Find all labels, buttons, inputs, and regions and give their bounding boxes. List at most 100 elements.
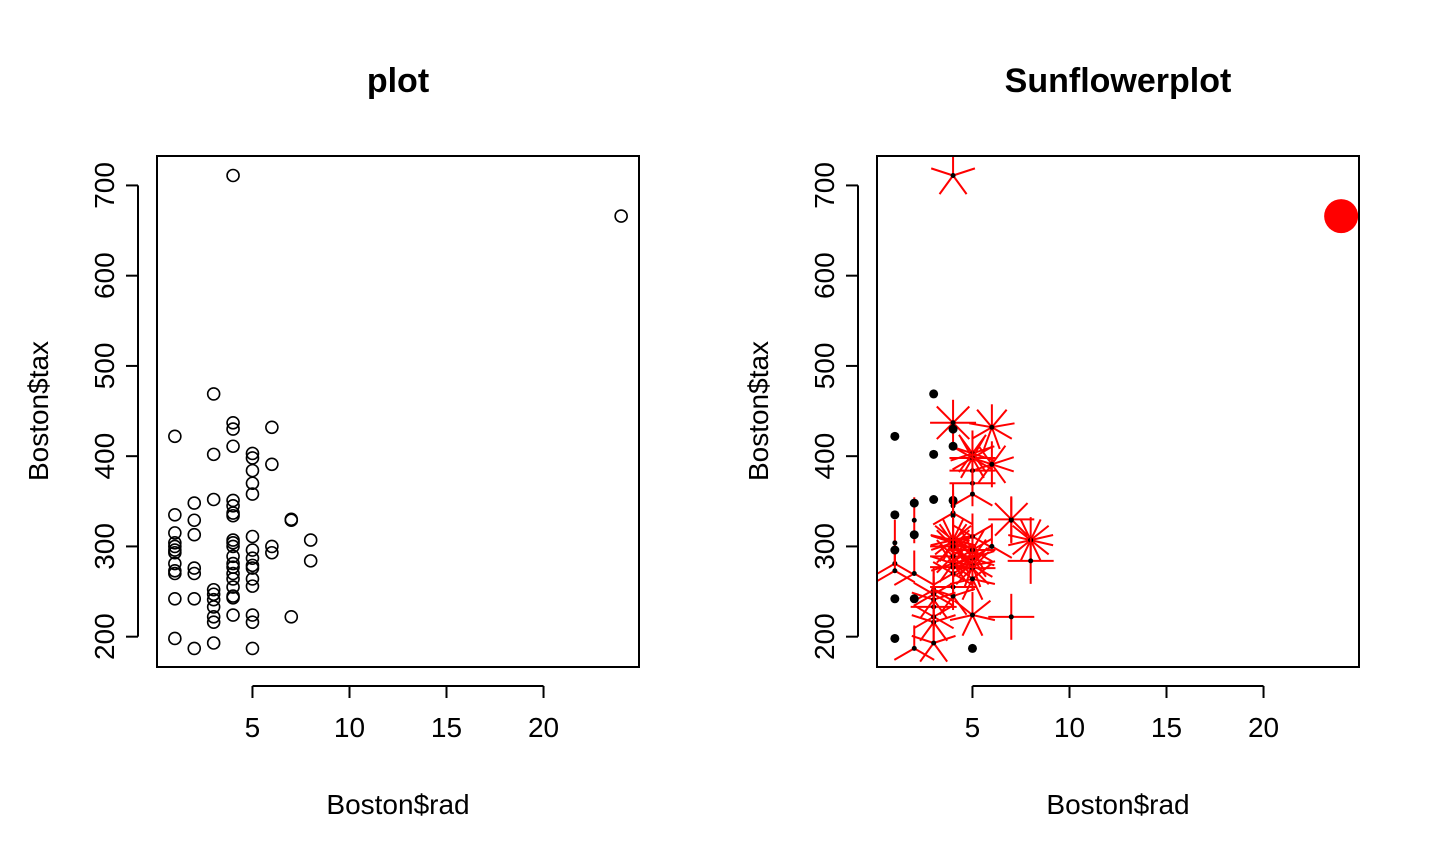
scatter-point xyxy=(206,610,221,624)
sunflower-center xyxy=(948,441,958,451)
x-tick-label: 5 xyxy=(965,712,981,743)
sunflower-petal xyxy=(932,572,954,586)
scatter-point xyxy=(168,429,182,444)
sunflower-petal xyxy=(932,621,948,642)
x-tick-label: 15 xyxy=(1151,712,1182,743)
scatter-point xyxy=(168,545,182,560)
plot-frame xyxy=(876,155,1360,668)
sunflower-petal xyxy=(938,523,954,544)
sunflower-center xyxy=(929,494,939,504)
sunflower-petal xyxy=(971,426,993,440)
scatter-point xyxy=(168,591,182,606)
y-axis-label: Boston$tax xyxy=(743,341,774,481)
sunflower-petal xyxy=(994,502,1012,521)
sunflower-petal xyxy=(972,550,995,560)
sunflower-petal xyxy=(913,647,935,661)
sunflower-center xyxy=(969,576,975,582)
sunflower-dense-disc xyxy=(1324,199,1359,234)
sunflower-petal xyxy=(894,562,916,576)
sunflower-petal xyxy=(932,599,948,619)
sunflower-petal xyxy=(969,422,993,429)
scatter-point xyxy=(226,549,240,564)
scatter-point xyxy=(245,615,260,630)
sunflower-petal xyxy=(991,463,1015,473)
scatter-point xyxy=(206,615,221,630)
sunflower-center xyxy=(1028,558,1034,564)
x-tick-label: 20 xyxy=(528,712,559,743)
sunflower-petal xyxy=(1030,539,1054,547)
sunflower-center xyxy=(909,498,919,508)
sunflower-petal xyxy=(913,581,935,596)
sunflower-center xyxy=(969,612,975,618)
sunflower-petal xyxy=(953,599,974,616)
sunflower-petal xyxy=(991,422,1015,429)
sunflower-center xyxy=(911,645,917,651)
scatter-point xyxy=(168,526,182,540)
sunflower-petal xyxy=(1008,539,1031,547)
sunflower-petal xyxy=(1010,502,1029,521)
sunflower-petal xyxy=(1030,539,1050,556)
sunflower xyxy=(1008,497,1014,544)
scatter-points xyxy=(168,168,628,656)
y-tick-label: 200 xyxy=(809,613,840,660)
scatter-point xyxy=(206,582,221,597)
scatter-point xyxy=(245,561,260,575)
chart-title: plot xyxy=(367,62,429,100)
sunflower-petal xyxy=(991,409,1008,428)
sunflower xyxy=(909,498,919,508)
scatter-point xyxy=(187,591,202,606)
sunflower-center xyxy=(989,424,995,430)
sunflower-petal xyxy=(971,551,990,569)
sunflower-center xyxy=(931,640,937,646)
scatter-point xyxy=(206,636,221,650)
sunflower-petal xyxy=(1029,518,1042,541)
scatter-point xyxy=(168,536,182,550)
sunflower-marks xyxy=(877,156,1359,663)
sunflower-center xyxy=(969,491,975,497)
sunflower-petal xyxy=(877,562,896,576)
scatter-point xyxy=(245,551,260,565)
sunflower-center xyxy=(911,571,917,577)
sunflower-petal xyxy=(991,426,1013,440)
sunflower-petal xyxy=(930,167,954,177)
sunflower-petal xyxy=(893,572,915,586)
sunflower-petal xyxy=(971,614,984,637)
sunflower xyxy=(909,594,919,604)
sunflower-center xyxy=(909,530,919,540)
sunflower xyxy=(967,643,977,653)
sunflower-center xyxy=(967,643,977,653)
scatter-point xyxy=(226,536,240,550)
x-axis-label: Boston$rad xyxy=(1046,789,1189,820)
y-axis: 200 300 400 500 600 700 xyxy=(809,162,859,660)
sunflower-petal xyxy=(991,445,1007,465)
scatter-point xyxy=(187,527,202,542)
sunflower xyxy=(911,619,956,663)
scatter-point xyxy=(265,457,279,472)
sunflower-petal xyxy=(991,545,1013,559)
sunflower-petal xyxy=(971,493,993,507)
sunflower-petal xyxy=(949,614,973,622)
sunflower-petal xyxy=(936,529,954,548)
sunflower xyxy=(890,594,900,604)
scatter-point xyxy=(245,476,260,491)
sunflower xyxy=(893,550,935,586)
sunflower-petal xyxy=(952,512,974,526)
sunflower-petal xyxy=(911,614,934,624)
y-tick-label: 300 xyxy=(809,523,840,570)
sunflower-center xyxy=(911,517,917,523)
scatter-point xyxy=(226,591,240,605)
sunflower-petal xyxy=(971,599,992,616)
scatter-point xyxy=(226,572,240,586)
sunflower-center xyxy=(950,172,956,178)
scatter-point xyxy=(206,587,221,602)
sunflower-petal xyxy=(936,422,954,440)
scatter-point xyxy=(187,496,202,510)
sunflower-center xyxy=(1008,517,1014,523)
x-axis: 5 10 15 20 xyxy=(245,685,559,743)
y-tick-label: 500 xyxy=(809,343,840,390)
sunflower-petal xyxy=(913,593,935,607)
sunflower-center xyxy=(890,633,900,643)
scatter-point xyxy=(265,545,279,560)
scatter-point xyxy=(206,492,221,507)
sunflower-petal xyxy=(919,642,935,663)
